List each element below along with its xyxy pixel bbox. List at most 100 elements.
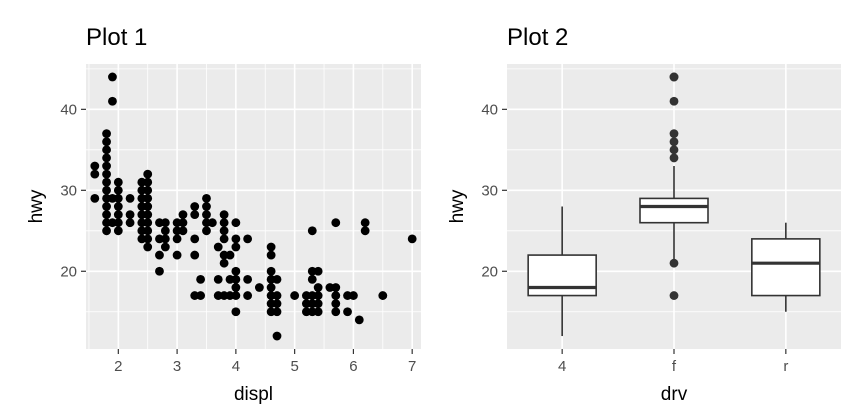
scatter-point — [331, 291, 341, 300]
scatter-point — [231, 283, 241, 292]
scatter-point — [272, 291, 282, 300]
scatter-point — [272, 299, 282, 309]
scatter-point — [254, 283, 264, 292]
scatter-point — [143, 218, 153, 228]
scatter-point — [360, 218, 370, 228]
scatter-point — [143, 226, 153, 236]
plot-2-y-tick-label: 20 — [481, 263, 498, 280]
scatter-point — [172, 250, 182, 260]
plot-1-x-tick-label: 6 — [349, 358, 357, 375]
scatter-point — [331, 218, 341, 228]
scatter-point — [102, 169, 111, 179]
plot-1-x-tick-label: 2 — [114, 358, 122, 375]
box-iqr — [639, 197, 709, 224]
scatter-point — [143, 242, 153, 252]
scatter-point — [231, 218, 241, 228]
scatter-point — [108, 96, 117, 106]
plot-2-x-tick-label: r — [783, 358, 788, 375]
outlier-point — [669, 72, 679, 82]
scatter-point — [225, 250, 235, 260]
scatter-point — [331, 283, 341, 292]
plot-1-x-tick-label: 4 — [232, 358, 240, 375]
plot-1: Plot 1 2 3 4 5 6 7 20 30 40 displ hwy — [26, 24, 421, 405]
plot-1-panel — [86, 64, 421, 349]
scatter-point — [202, 194, 211, 203]
scatter-point — [213, 242, 223, 252]
scatter-point — [102, 202, 111, 211]
plot-2: Plot 2 4 f r 20 30 40 drv hwy — [447, 24, 841, 405]
scatter-point — [313, 307, 323, 317]
scatter-point — [266, 266, 276, 276]
scatter-point — [272, 274, 282, 284]
scatter-point — [313, 291, 323, 300]
plot-1-x-axis-title: displ — [234, 384, 273, 405]
scatter-point — [102, 185, 111, 195]
outlier-point — [669, 153, 679, 163]
scatter-point — [243, 274, 253, 284]
outlier-point — [669, 291, 679, 300]
scatter-point — [113, 210, 123, 219]
scatter-point — [113, 202, 123, 211]
scatter-point — [307, 226, 317, 236]
scatter-point — [190, 202, 200, 211]
scatter-point — [231, 291, 241, 300]
outlier-point — [669, 258, 679, 268]
plot-1-x-axis: 2 3 4 5 6 7 — [114, 349, 416, 375]
scatter-point — [190, 250, 200, 260]
scatter-point — [143, 194, 153, 203]
scatter-point — [108, 72, 117, 82]
scatter-point — [202, 202, 211, 211]
box-f — [639, 72, 709, 300]
outlier-point — [669, 137, 679, 147]
plot-1-y-tick-label: 40 — [60, 101, 77, 118]
scatter-point — [231, 242, 241, 252]
scatter-point — [231, 266, 241, 276]
scatter-point — [90, 194, 100, 203]
scatter-point — [155, 266, 164, 276]
scatter-point — [272, 331, 282, 341]
scatter-point — [266, 242, 276, 252]
scatter-point — [202, 226, 211, 236]
scatter-point — [313, 299, 323, 309]
outlier-point — [669, 129, 679, 139]
scatter-point — [331, 299, 341, 309]
scatter-point — [196, 291, 206, 300]
scatter-point — [102, 137, 111, 147]
scatter-point — [178, 226, 188, 236]
plot-2-x-tick-label: f — [672, 358, 677, 375]
scatter-point — [143, 234, 153, 244]
scatter-point — [219, 226, 229, 236]
plot-1-x-tick-label: 5 — [290, 358, 298, 375]
scatter-point — [196, 274, 206, 284]
outlier-point — [669, 96, 679, 106]
plot-2-y-axis-title: hwy — [447, 189, 468, 223]
scatter-point — [160, 226, 170, 236]
plot-2-y-tick-label: 30 — [481, 182, 498, 199]
scatter-point — [125, 218, 135, 228]
plot-1-title: Plot 1 — [86, 24, 147, 51]
scatter-point — [231, 234, 241, 244]
plot-1-y-tick-label: 30 — [60, 182, 77, 199]
scatter-point — [178, 210, 188, 219]
scatter-point — [160, 242, 170, 252]
scatter-point — [172, 234, 182, 244]
scatter-point — [190, 210, 200, 219]
scatter-point — [207, 218, 217, 228]
plot-2-y-tick-label: 40 — [481, 101, 498, 118]
scatter-point — [354, 315, 364, 325]
scatter-point — [178, 218, 188, 228]
scatter-point — [143, 210, 153, 219]
plot-2-y-axis: 20 30 40 — [481, 101, 507, 280]
scatter-point — [202, 210, 211, 219]
plot-2-x-tick-label: 4 — [558, 358, 566, 375]
scatter-point — [143, 169, 153, 179]
scatter-point — [113, 226, 123, 236]
plot-2-x-axis: 4 f r — [558, 349, 788, 375]
scatter-point — [343, 307, 352, 317]
scatter-point — [272, 307, 282, 317]
scatter-point — [313, 266, 323, 276]
scatter-point — [90, 169, 100, 179]
scatter-point — [113, 218, 123, 228]
scatter-point — [102, 210, 111, 219]
scatter-point — [266, 283, 276, 292]
